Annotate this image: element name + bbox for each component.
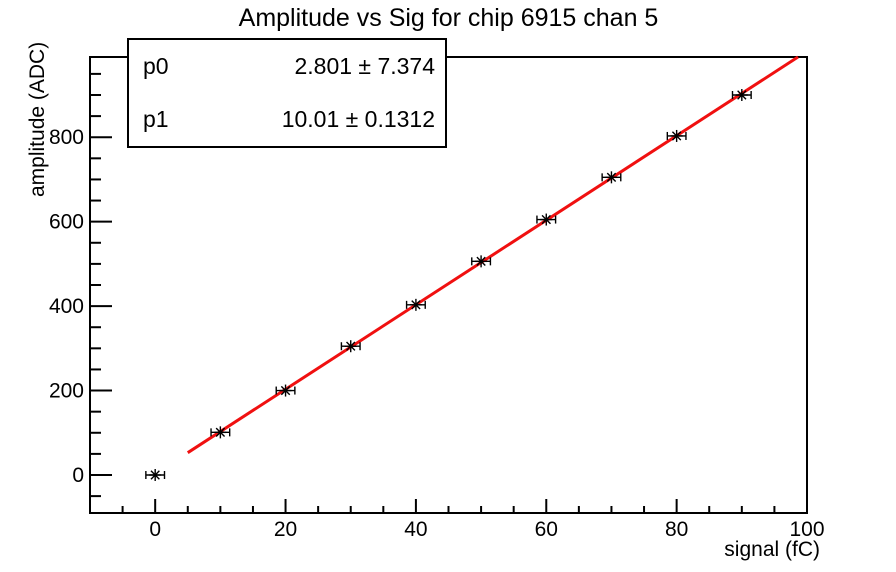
x-tick-label: 80	[665, 518, 688, 541]
data-point	[606, 172, 617, 183]
stats-param-value: 2.801 ± 7.374	[294, 53, 435, 79]
data-point	[280, 385, 291, 396]
x-tick-label: 60	[535, 518, 558, 541]
stats-param-value: 10.01 ± 0.1312	[281, 106, 435, 132]
stats-param-name: p0	[143, 53, 169, 79]
data-point	[215, 427, 226, 438]
y-tick-label: 200	[49, 380, 84, 403]
chart-title: Amplitude vs Sig for chip 6915 chan 5	[238, 4, 659, 32]
x-tick-label: 0	[149, 518, 161, 541]
data-point	[150, 470, 160, 480]
data-point	[346, 341, 356, 351]
x-tick-label: 20	[274, 518, 297, 541]
stats-param-name: p1	[143, 106, 169, 132]
y-tick-label: 0	[72, 464, 84, 487]
y-tick-label: 600	[49, 211, 84, 234]
data-point	[476, 256, 486, 267]
plot-frame	[89, 56, 808, 514]
x-axis-label: signal (fC)	[724, 538, 820, 561]
stats-box: p0 2.801 ± 7.374 p1 10.01 ± 0.1312	[127, 38, 447, 148]
data-point	[737, 90, 747, 100]
stats-row: p1 10.01 ± 0.1312	[129, 106, 445, 133]
y-tick-label: 400	[49, 295, 84, 318]
x-tick-label: 100	[789, 518, 824, 541]
data-point	[411, 300, 421, 310]
data-point	[541, 214, 551, 225]
stats-row: p0 2.801 ± 7.374	[129, 53, 445, 80]
data-point	[671, 131, 682, 141]
x-tick-label: 40	[404, 518, 427, 541]
y-tick-label: 800	[49, 126, 84, 149]
